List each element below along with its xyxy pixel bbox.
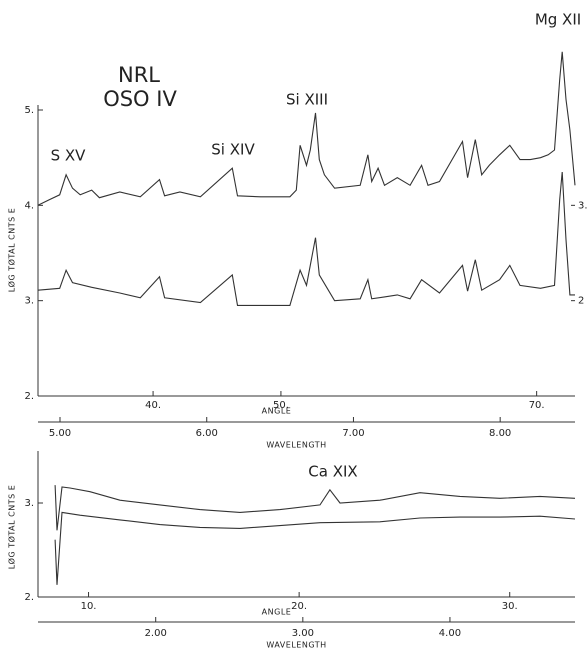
x2-axis-label: WAVELENGTH [266, 641, 326, 650]
x2-tick-label: 5.00 [49, 428, 71, 439]
annotation: S XV [51, 147, 87, 165]
x-axis-label: ANGLE [262, 608, 292, 617]
x-tick-label: 30. [502, 601, 518, 612]
x2-tick-label: 3.00 [292, 628, 314, 639]
x2-tick-label: 4.00 [439, 628, 461, 639]
x-tick-label: 70. [529, 400, 545, 411]
spectrum-line [37, 51, 576, 206]
spectrum-line [37, 171, 575, 306]
annotation: NRL [118, 63, 160, 87]
annotation: Si XIII [286, 91, 328, 109]
y-tick-label: 2. [24, 391, 34, 402]
x2-tick-label: 8.00 [489, 428, 511, 439]
x-tick-label: 20. [291, 601, 307, 612]
annotation: OSO IV [103, 87, 177, 111]
y2-tick-label: 3. [578, 200, 588, 211]
spectrum-line [54, 511, 576, 585]
x2-tick-label: 6.00 [196, 428, 218, 439]
x2-tick-label: 2.00 [145, 628, 167, 639]
y-tick-label: 5. [24, 105, 34, 116]
y-tick-label: 2. [24, 592, 34, 603]
y-axis-label: LØG TØTAL CNTS E [7, 485, 17, 570]
x-tick-label: 10. [81, 601, 97, 612]
x-axis-label: ANGLE [262, 407, 292, 416]
x-tick-label: 50. [273, 400, 289, 411]
x2-tick-label: 7.00 [342, 428, 364, 439]
y-tick-label: 4. [24, 200, 34, 211]
annotation: Mg XII [535, 11, 581, 29]
y2-tick-label: 2 [578, 296, 584, 307]
annotation: Si XIV [211, 141, 255, 159]
y-axis-label: LØG TØTAL CNTS E [7, 208, 17, 293]
x2-axis-label: WAVELENGTH [266, 441, 326, 450]
y-tick-label: 3. [24, 498, 34, 509]
spectrum-line [54, 485, 576, 531]
x-tick-label: 40. [145, 400, 161, 411]
annotation: Ca XIX [308, 463, 357, 481]
y-tick-label: 3. [24, 296, 34, 307]
